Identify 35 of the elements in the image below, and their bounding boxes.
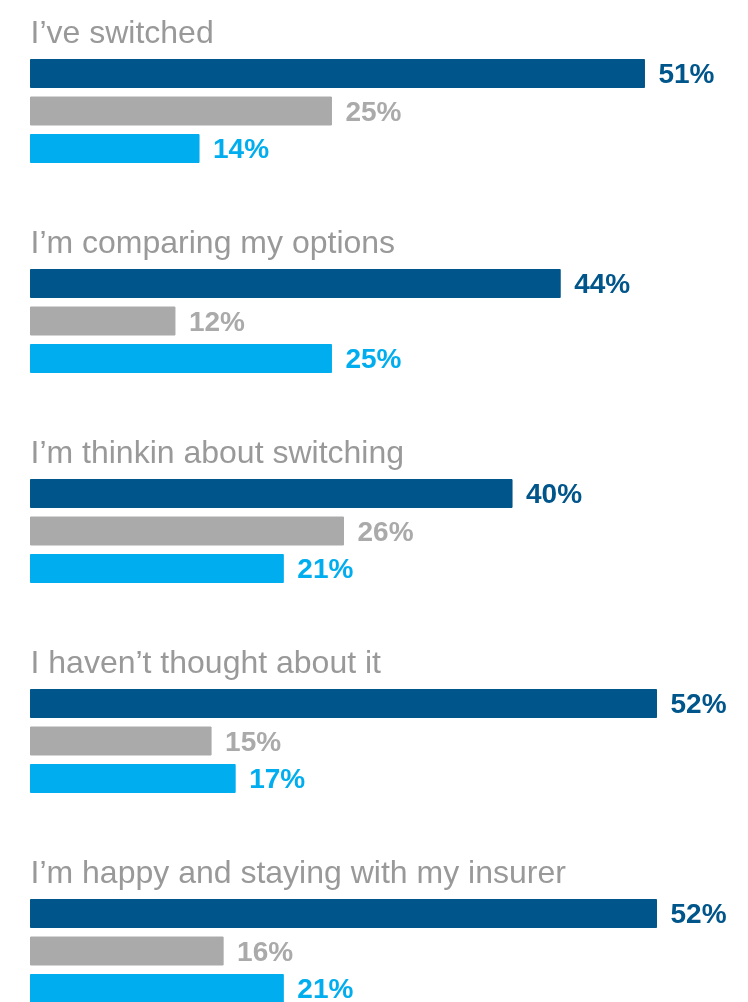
bar	[30, 134, 200, 163]
y-tick-label: I’m happy and staying with my insurer	[30, 853, 567, 890]
data-label: 25%	[345, 343, 402, 374]
data-label: 15%	[225, 725, 282, 757]
y-tick-label: I haven’t thought about it	[30, 643, 382, 680]
bar	[30, 59, 645, 88]
data-label: 16%	[237, 935, 294, 967]
bar	[30, 96, 332, 126]
data-label: 52%	[670, 898, 727, 929]
bar	[30, 554, 284, 583]
y-tick-label: I’ve switched	[30, 13, 214, 50]
data-label: 21%	[297, 973, 354, 1002]
data-label: 40%	[526, 478, 583, 509]
data-label: 21%	[297, 553, 354, 584]
data-label: 52%	[670, 688, 727, 719]
data-label: 44%	[574, 268, 631, 299]
bar	[30, 974, 284, 1002]
y-tick-label: I’m comparing my options	[30, 223, 396, 260]
data-label: 17%	[249, 763, 306, 794]
bar	[30, 516, 344, 546]
data-label: 51%	[658, 58, 715, 89]
data-label: 26%	[357, 515, 414, 547]
bar	[30, 936, 224, 966]
bar	[30, 344, 332, 373]
data-label: 25%	[345, 95, 402, 127]
bar	[30, 689, 657, 718]
bar	[30, 306, 176, 336]
bar	[30, 269, 561, 298]
bar	[30, 764, 236, 793]
bar	[30, 726, 212, 756]
data-label: 12%	[188, 305, 246, 337]
data-label: 14%	[213, 133, 270, 164]
bar	[30, 899, 657, 928]
bar	[30, 479, 513, 508]
y-tick-label: I’m thinkin about switching	[30, 433, 405, 470]
